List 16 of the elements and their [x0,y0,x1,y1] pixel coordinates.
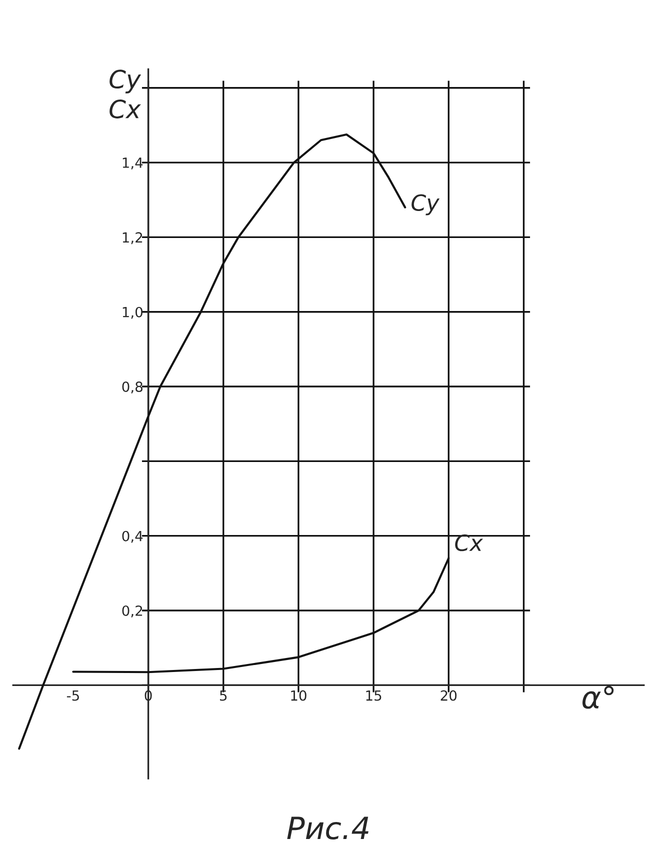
series-label: Cx [455,534,484,552]
y-tick-label: 0,8 [122,381,142,394]
y-tick-label: 1,2 [122,232,142,244]
y-tick-label: 0,2 [122,605,142,618]
x-tick-label: 20 [440,690,457,701]
x-tick-label: 10 [291,690,306,701]
x-tick-label: 15 [366,690,382,701]
y-axis-title: Cy Cx [110,70,142,118]
x-tick-label: 5 [220,690,227,701]
y-tick-label: 1,0 [122,306,143,319]
series-label: Cy [412,194,440,216]
x-axis-title: α° [582,686,614,709]
y-tick-label: 0,4 [122,530,143,543]
text: Рис.4 [287,816,368,840]
y-tick-label: 1,4 [122,158,143,170]
x-tick-label: -5 [66,690,79,701]
